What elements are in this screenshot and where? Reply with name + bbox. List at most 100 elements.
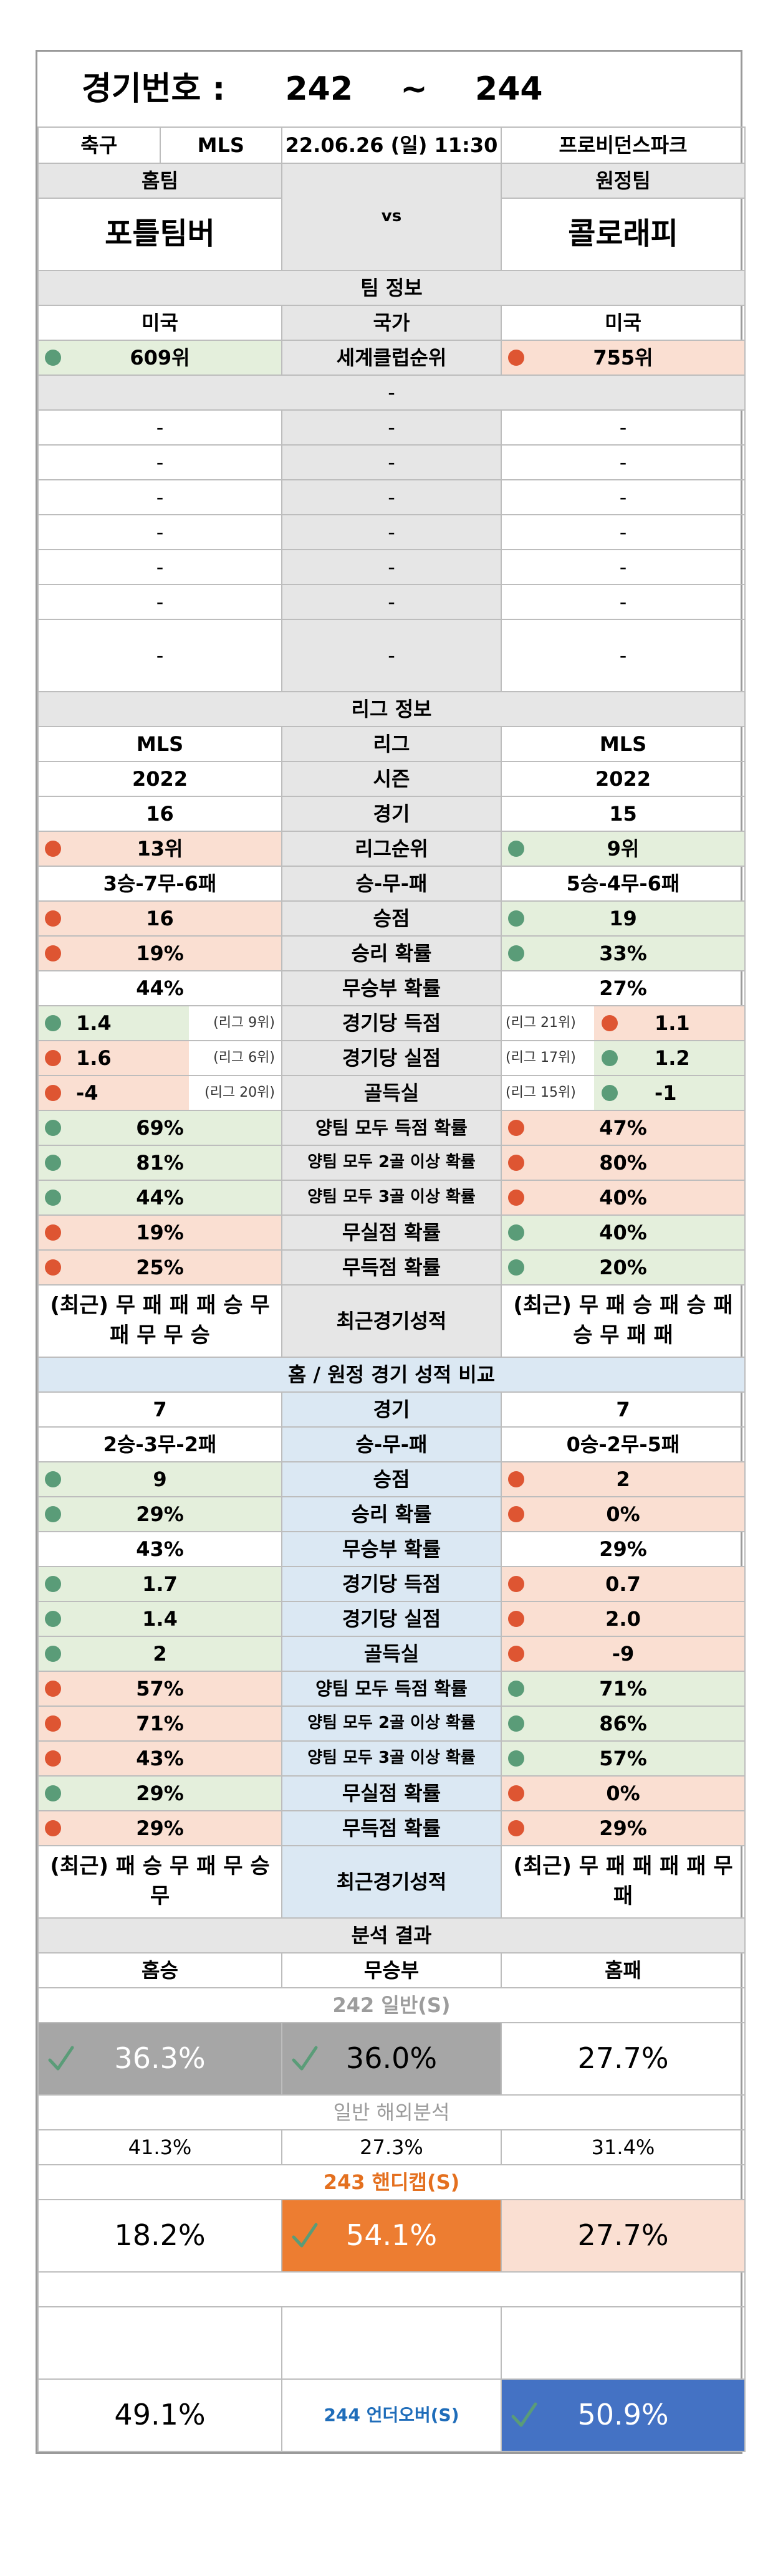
col-home-loss: 홈패 (500, 1952, 746, 1988)
games-row: 16 경기 15 (37, 796, 746, 832)
ha-ga-row: 1.4 경기당 실점 2.0 (37, 1601, 746, 1637)
blank-row: --- (37, 444, 746, 480)
g244-row: 49.1% 244 언더오버(S) 50.9% (37, 2378, 746, 2452)
g244-over: 50.9% (500, 2378, 746, 2452)
red-dot-icon (508, 1506, 524, 1522)
goal-diff-row: -4 (리그 20위) 골득실 (리그 15위) -1 (37, 1075, 746, 1111)
g244-label: 244 언더오버(S) (281, 2378, 502, 2452)
green-dot-icon (45, 1785, 61, 1801)
match-number-label: 경기번호 : (82, 70, 226, 108)
ha-gf-row: 1.7 경기당 득점 0.7 (37, 1566, 746, 1602)
btts2-row: 81% 양팀 모두 2골 이상 확률 80% (37, 1145, 746, 1181)
col-draw: 무승부 (281, 1952, 502, 1988)
green-dot-icon (45, 350, 61, 366)
g242-home: 36.3% (37, 2022, 282, 2096)
team-info-title: 팀 정보 (37, 270, 746, 306)
ha-points-row: 9 승점 2 (37, 1461, 746, 1497)
red-dot-icon (45, 1085, 61, 1101)
match-number-title: 경기번호 : 242 ~ 244 (38, 52, 746, 128)
ha-wdl-row: 2승-3무-2패 승-무-패 0승-2무-5패 (37, 1426, 746, 1462)
check-icon (292, 2046, 318, 2071)
green-dot-icon (602, 1085, 618, 1101)
blank-row: --- (37, 479, 746, 515)
homeaway-title: 홈 / 원정 경기 성적 비교 (37, 1357, 746, 1393)
green-dot-icon (508, 945, 524, 961)
check-icon (48, 2046, 74, 2071)
goals-for-row: 1.4 (리그 9위) 경기당 득점 (리그 21위) 1.1 (37, 1005, 746, 1041)
red-dot-icon (45, 945, 61, 961)
red-dot-icon (45, 910, 61, 927)
green-dot-icon (45, 1576, 61, 1592)
win-prob-row: 19% 승리 확률 33% (37, 935, 746, 971)
analysis-cols-row: 홈승 무승부 홈패 (37, 1952, 746, 1988)
green-dot-icon (508, 1259, 524, 1276)
btts3-row: 44% 양팀 모두 3골 이상 확률 40% (37, 1180, 746, 1216)
red-dot-icon (508, 350, 524, 366)
ha-away-recent-form: (최근) 무 패 패 패 패 무 패 (500, 1845, 746, 1919)
green-dot-icon (508, 1681, 524, 1697)
match-info-row: 축구 MLS 22.06.26 (일) 11:30 프로비던스파크 (37, 126, 746, 164)
points-row: 16 승점 19 (37, 900, 746, 937)
g243-title: 243 핸디캡(S) (37, 2164, 746, 2200)
g242-title: 242 일반(S) (37, 1987, 746, 2023)
green-dot-icon (508, 1750, 524, 1767)
ha-fts-row: 29% 무득점 확률 29% (37, 1810, 746, 1846)
red-dot-icon (45, 1259, 61, 1276)
red-dot-icon (45, 841, 61, 857)
red-dot-icon (45, 1224, 61, 1241)
separator-dash: - (37, 374, 746, 411)
green-dot-icon (508, 910, 524, 927)
red-dot-icon (45, 1715, 61, 1732)
home-world-rank: 609위 (37, 340, 282, 376)
green-dot-icon (45, 1120, 61, 1136)
team-info-header: 팀 정보 (37, 270, 746, 306)
green-dot-icon (602, 1050, 618, 1066)
green-dot-icon (508, 1715, 524, 1732)
away-recent-form: (최근) 무 패 승 패 승 패 승 무 패 패 (500, 1284, 746, 1358)
red-dot-icon (508, 1820, 524, 1836)
red-dot-icon (45, 1681, 61, 1697)
blank-row: --- (37, 584, 746, 620)
match-number-end: 244 (475, 70, 543, 108)
home-country: 미국 (37, 305, 282, 341)
fail-to-score-row: 25% 무득점 확률 20% (37, 1249, 746, 1286)
tilde: ~ (400, 70, 428, 108)
vs-label: vs (281, 163, 502, 271)
blank-row: --- (37, 549, 746, 585)
home-recent-form: (최근) 무 패 패 패 승 무 패 무 무 승 (37, 1284, 282, 1358)
ha-home-recent-form: (최근) 패 승 무 패 무 승 무 (37, 1845, 282, 1919)
analysis-title: 분석 결과 (37, 1917, 746, 1953)
blank-row: --- (37, 514, 746, 550)
ha-gd-row: 2 골득실 -9 (37, 1636, 746, 1672)
ha-games-row: 7 경기 7 (37, 1391, 746, 1428)
home-team-name: 포틀팀버 (37, 198, 282, 271)
overseas-row: 41.3% 27.3% 31.4% (37, 2129, 746, 2165)
g243-row: 18.2% 54.1% 27.7% (37, 2199, 746, 2273)
ha-btts-row: 57% 양팀 모두 득점 확률 71% (37, 1671, 746, 1707)
g243-header: 243 핸디캡(S) (37, 2164, 746, 2200)
red-dot-icon (508, 1611, 524, 1627)
recent-form-row: (최근) 무 패 패 패 승 무 패 무 무 승 최근경기성적 (최근) 무 패… (37, 1284, 746, 1358)
match-number-start: 242 (285, 70, 353, 108)
league-row: MLS 리그 MLS (37, 726, 746, 762)
ha-btts2-row: 71% 양팀 모두 2골 이상 확률 86% (37, 1705, 746, 1742)
country-label: 국가 (281, 305, 502, 341)
green-dot-icon (45, 1155, 61, 1171)
g242-draw: 36.0% (281, 2022, 502, 2096)
red-dot-icon (45, 1750, 61, 1767)
btts-row: 69% 양팀 모두 득점 확률 47% (37, 1110, 746, 1146)
away-country: 미국 (500, 305, 746, 341)
green-dot-icon (45, 1471, 61, 1487)
overseas-header: 일반 해외분석 (37, 2094, 746, 2130)
green-dot-icon (45, 1611, 61, 1627)
draw-prob-row: 44% 무승부 확률 27% (37, 970, 746, 1006)
green-dot-icon (45, 1190, 61, 1206)
green-dot-icon (45, 1015, 61, 1031)
ha-clean-sheet-row: 29% 무실점 확률 0% (37, 1775, 746, 1811)
title-row: 경기번호 : 242 ~ 244 (38, 52, 746, 128)
analysis-sheet: 경기번호 : 242 ~ 244 축구 MLS 22.06.26 (일) 11:… (36, 50, 746, 2454)
red-dot-icon (508, 1646, 524, 1662)
team-label-row: 홈팀 vs 원정팀 (37, 163, 746, 271)
home-team-label: 홈팀 (37, 163, 282, 199)
g244-under: 49.1% (37, 2378, 282, 2452)
